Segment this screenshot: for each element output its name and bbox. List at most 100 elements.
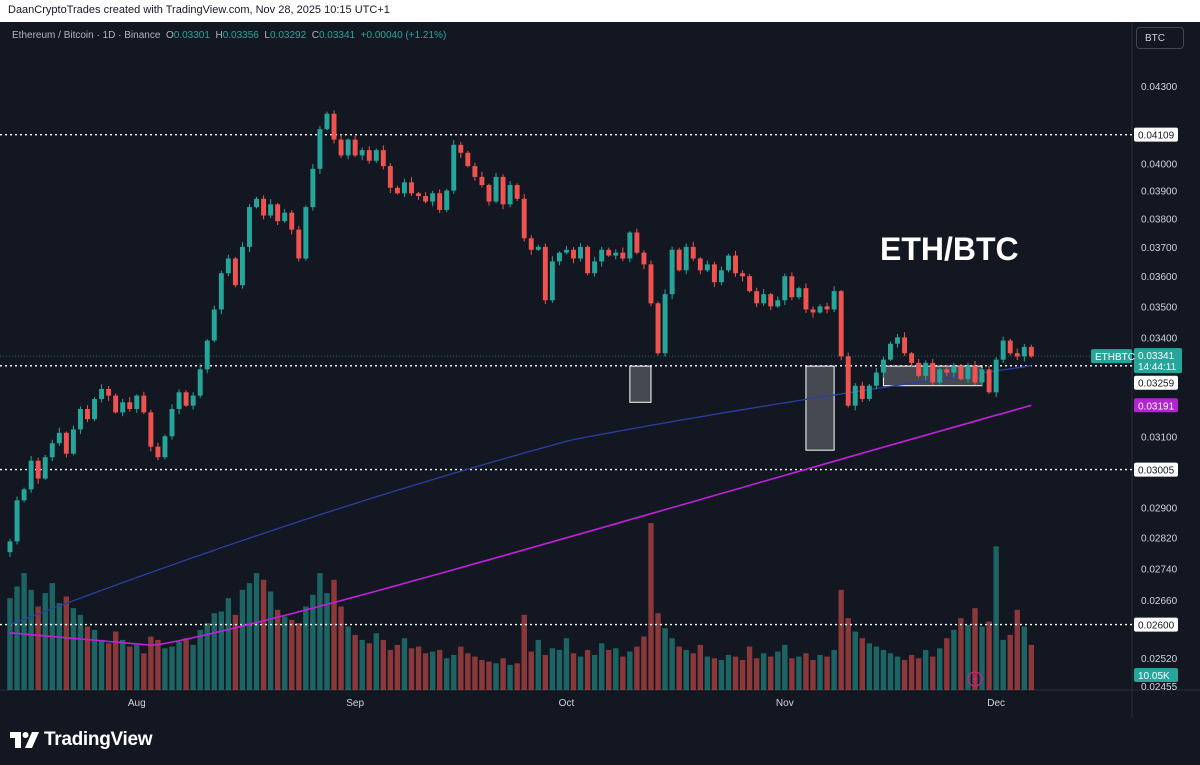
tradingview-brand: TradingView [44,729,153,750]
candle-body [324,113,330,130]
volume-bar [225,598,232,690]
candle-body [416,193,422,197]
volume-bar [894,656,901,690]
price-tag-label: 0.02600 [1138,621,1175,632]
candle-body [352,139,358,156]
y-tick-label: 0.02740 [1141,564,1178,575]
volume-bar [324,593,330,690]
candle-body [726,255,731,271]
candle-body [500,176,506,205]
candle-body [423,196,429,202]
volume-bar [761,653,767,690]
candle-body [606,249,612,256]
candle-body [796,288,802,298]
candle-body [1000,340,1006,360]
candle-body [183,392,189,406]
candle-body [578,246,584,259]
candle-body [331,113,337,140]
candle-body [768,294,774,307]
volume-bar [613,648,619,690]
candle-body [845,356,851,406]
volume-bar [704,656,711,690]
volume-bar [183,638,189,690]
volume-bar [260,579,267,690]
lightning-icon [967,671,983,687]
candle-body [592,261,598,274]
volume-bar [253,573,260,690]
y-tick-label: 0.04000 [1141,159,1178,170]
candle-body [317,129,323,169]
candle-body [831,291,837,310]
volume-tag [1134,668,1178,682]
candle-body [218,273,224,310]
volume-bar [627,651,633,690]
volume-bar [148,636,154,690]
candle-body [880,359,886,373]
x-tick-label: Nov [776,698,794,709]
currency-button[interactable]: BTC [1136,27,1184,49]
tradingview-logo-icon [10,732,39,748]
ohlc-high: 0.03356 [222,30,259,41]
volume-bar [162,648,168,690]
volume-bar [915,658,922,690]
y-tick-label: 0.02900 [1141,504,1178,515]
y-tick-label: 0.03100 [1141,432,1178,443]
volume-bar [331,579,337,690]
candle-body [549,261,555,301]
candle-body [972,366,978,383]
candle-body [49,443,55,458]
candle-body [296,229,302,259]
volume-bar [528,651,534,690]
candle-body [599,249,605,262]
consolidation-box [629,365,652,403]
volume-bar [310,594,316,690]
candle-body [542,246,548,301]
candle-body [944,369,950,373]
candle-body [345,139,351,156]
candle-body [859,385,865,399]
volume-bar [563,638,570,690]
volume-bar [845,618,851,690]
current-price-label: 0.03341 [1138,351,1175,362]
chart-area[interactable]: 0.04300 0.04000 0.03900 0.03800 0.03700 0.036… [0,22,1200,718]
candle-body [718,270,724,283]
candle-body [951,366,957,373]
ohlc-change: +0.00040 (+1.21%) [360,30,447,41]
candle-body [239,246,245,286]
volume-bar [246,583,253,690]
candle-body [359,150,365,156]
candle-body [465,152,471,167]
candle-body [634,232,640,253]
volume-bar [387,649,394,690]
ohlc-high-label: H [215,30,223,41]
volume-bar [380,639,386,690]
volume-bar [70,608,77,690]
volume-bar [282,616,288,690]
chart-annotation: ETH/BTC [880,231,1019,267]
price-chart[interactable]: 0.04300 0.04000 0.03900 0.03800 0.03700 0.036… [0,22,1200,718]
volume-bar [429,651,436,690]
volume-bar [472,656,478,690]
x-tick-label: Dec [987,698,1005,709]
volume-bar [944,638,950,690]
candle-body [254,198,259,208]
x-tick-label: Oct [559,698,575,709]
volume-bar [655,613,661,690]
candle-body [747,276,753,292]
tradingview-logo[interactable]: TradingView [10,729,153,751]
candle-body [493,176,499,202]
candle-body [373,150,379,161]
candle-body [282,212,288,222]
candle-body [204,340,210,370]
volume-bar [155,639,161,690]
moving-average-blue [9,365,1032,626]
candle-body [655,303,661,354]
candle-body [430,193,436,202]
volume-bar [415,646,422,690]
volume-bar [718,659,725,690]
candle-body [817,306,823,313]
candle-body [873,372,879,386]
candle-body [401,182,407,194]
candle-body [77,409,83,430]
volume-bar [577,656,584,690]
